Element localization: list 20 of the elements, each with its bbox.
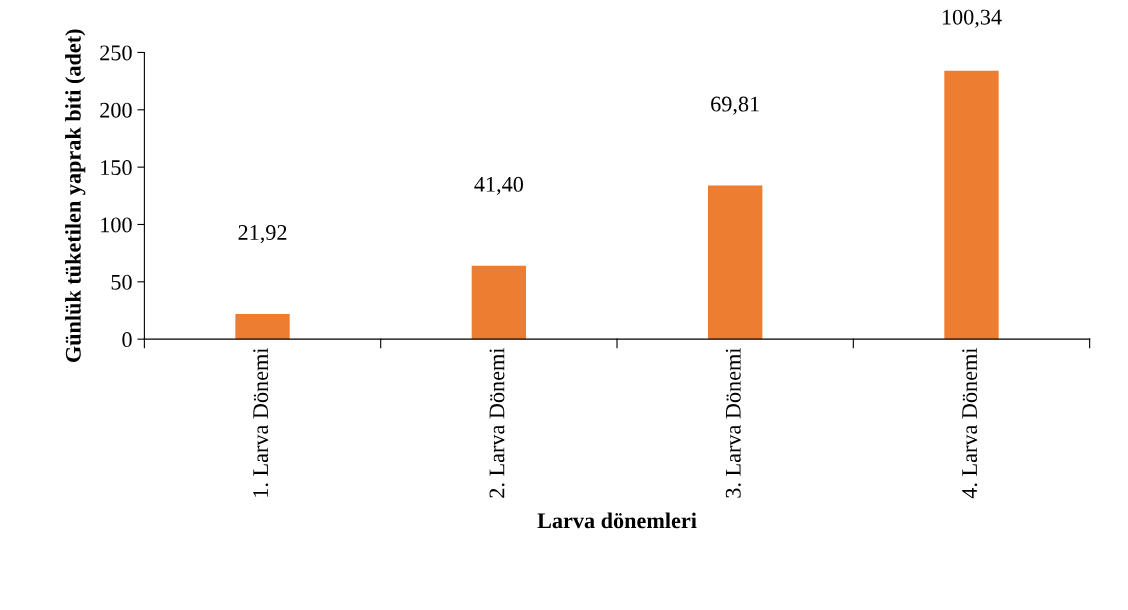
bar bbox=[235, 313, 290, 340]
bar bbox=[708, 185, 763, 340]
y-tick-label: 100 bbox=[101, 217, 132, 233]
y-tick-label: 0 bbox=[122, 332, 132, 348]
x-tick-label: 3. Larva Dönemi bbox=[725, 347, 741, 498]
x-tick-label: 4. Larva Dönemi bbox=[962, 347, 978, 499]
x-tick-label: 2. Larva Dönemi bbox=[489, 347, 505, 498]
annotation: 21,92 bbox=[238, 225, 287, 244]
bar bbox=[944, 70, 999, 340]
annotation: 41,40 bbox=[474, 176, 524, 195]
y-tick-label: 250 bbox=[100, 45, 132, 61]
x-tick-label: 1. Larva Dönemi bbox=[253, 347, 269, 497]
y-tick-label: 50 bbox=[111, 274, 132, 290]
bar bbox=[471, 265, 527, 340]
y-tick-label: 150 bbox=[101, 160, 132, 176]
text: 100,34 bbox=[942, 9, 1002, 28]
y-axis-title: Günlük tüketilen yaprak biti (adet) bbox=[65, 29, 86, 363]
x-axis-title: Larva dönemleri bbox=[537, 512, 697, 529]
y-tick-label: 200 bbox=[100, 102, 132, 118]
annotation: 69,81 bbox=[711, 96, 759, 115]
